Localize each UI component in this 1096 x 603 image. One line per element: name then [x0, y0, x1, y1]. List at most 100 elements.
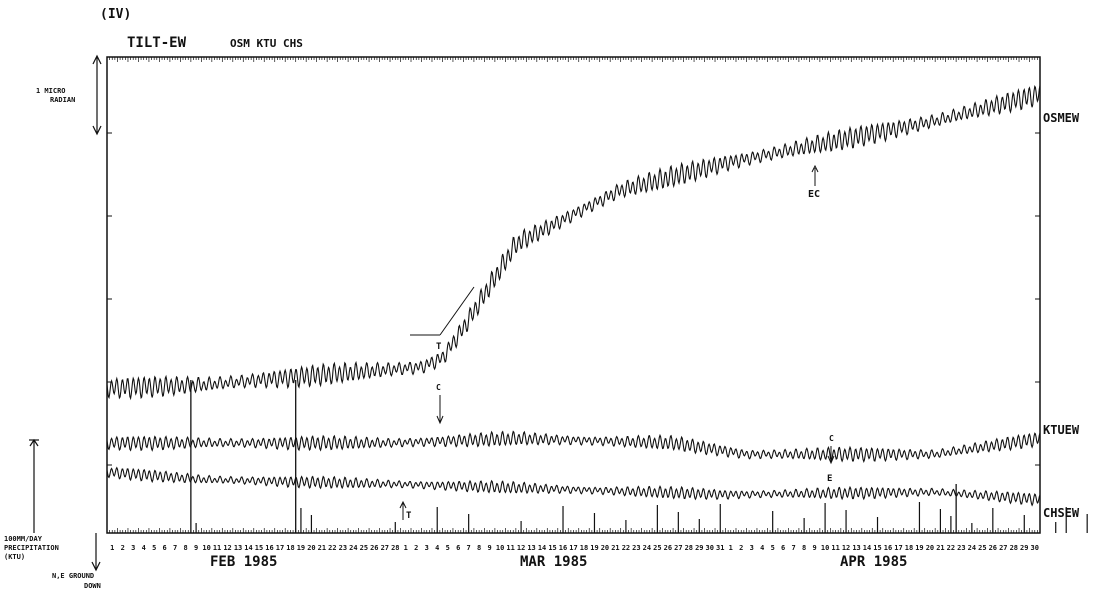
day-tick-label: 20 — [601, 544, 609, 552]
day-tick-label: 2 — [739, 544, 743, 552]
day-tick-label: 25 — [360, 544, 368, 552]
day-tick-label: 29 — [1020, 544, 1028, 552]
day-tick-label: 22 — [622, 544, 630, 552]
day-tick-label: 19 — [915, 544, 923, 552]
day-tick-label: 23 — [632, 544, 640, 552]
day-tick-label: 29 — [695, 544, 703, 552]
day-tick-label: 4 — [760, 544, 764, 552]
ground-arrow-head — [91, 561, 101, 572]
day-tick-label: 3 — [131, 544, 135, 552]
day-tick-label: 24 — [349, 544, 357, 552]
day-tick-label: 5 — [446, 544, 450, 552]
day-tick-label: 30 — [706, 544, 714, 552]
osmew-trace — [106, 84, 1041, 401]
ground-label-2: DOWN — [84, 582, 101, 590]
day-tick-label: 21 — [936, 544, 944, 552]
day-tick-label: 9 — [488, 544, 492, 552]
day-tick-label: 7 — [173, 544, 177, 552]
day-tick-label: 12 — [842, 544, 850, 552]
t-slope-line — [439, 286, 475, 336]
day-tick-label: 3 — [425, 544, 429, 552]
day-tick-label: 7 — [467, 544, 471, 552]
day-tick-label: 11 — [213, 544, 221, 552]
day-tick-label: 31 — [716, 544, 724, 552]
day-tick-label: 5 — [771, 544, 775, 552]
day-tick-label: 14 — [538, 544, 546, 552]
precip-label-2: PRECIPITATION — [4, 544, 59, 552]
day-tick-label: 12 — [223, 544, 231, 552]
day-tick-label: 24 — [643, 544, 651, 552]
annotation-c-lower: C — [829, 434, 834, 443]
day-tick-label: 17 — [894, 544, 902, 552]
precip-scale-arrow — [29, 438, 39, 447]
day-tick-label: 26 — [989, 544, 997, 552]
precip-label-1: 100MM/DAY — [4, 535, 42, 543]
month-label-mar: MAR 1985 — [520, 554, 588, 570]
day-tick-label: 6 — [781, 544, 785, 552]
day-tick-label: 2 — [414, 544, 418, 552]
scale-arrow-down — [92, 125, 102, 136]
day-tick-label: 14 — [863, 544, 871, 552]
day-tick-label: 18 — [580, 544, 588, 552]
chart-title: TILT-EW — [127, 35, 187, 51]
chsew-trace — [106, 466, 1041, 507]
day-tick-label: 20 — [307, 544, 315, 552]
day-tick-label: 19 — [297, 544, 305, 552]
day-tick-label: 3 — [750, 544, 754, 552]
annotation-ec: EC — [808, 189, 821, 200]
day-tick-label: 23 — [339, 544, 347, 552]
day-tick-label: 17 — [569, 544, 577, 552]
plot-frame — [106, 56, 1041, 534]
day-tick-label: 25 — [978, 544, 986, 552]
t-lower-arrow-head — [399, 500, 407, 509]
month-label-apr: APR 1985 — [840, 554, 908, 570]
day-tick-label: 13 — [527, 544, 535, 552]
day-tick-label: 8 — [184, 544, 188, 552]
panel-label: (IV) — [100, 7, 132, 22]
day-tick-label: 13 — [234, 544, 242, 552]
ktuew-trace — [106, 430, 1041, 464]
day-tick-label: 7 — [792, 544, 796, 552]
day-tick-label: 24 — [968, 544, 976, 552]
day-tick-label: 10 — [821, 544, 829, 552]
day-tick-label: 26 — [664, 544, 672, 552]
day-tick-label: 27 — [381, 544, 389, 552]
day-tick-label: 10 — [202, 544, 210, 552]
day-tick-label: 4 — [142, 544, 146, 552]
day-tick-label: 17 — [276, 544, 284, 552]
day-tick-label: 13 — [852, 544, 860, 552]
annotation-t-upper: T — [436, 342, 442, 352]
day-tick-label: 28 — [1010, 544, 1018, 552]
day-tick-label: 5 — [152, 544, 156, 552]
day-tick-label: 12 — [517, 544, 525, 552]
precip-label-3: (KTU) — [4, 553, 26, 561]
day-tick-label: 21 — [318, 544, 326, 552]
day-tick-label: 15 — [255, 544, 263, 552]
day-tick-label: 20 — [926, 544, 934, 552]
day-tick-label: 19 — [590, 544, 598, 552]
month-label-feb: FEB 1985 — [210, 554, 278, 570]
series-label-chsew: CHSEW — [1043, 506, 1080, 520]
day-tick-label: 2 — [121, 544, 125, 552]
day-tick-label: 1 — [110, 544, 114, 552]
annotation-c-upper: C — [436, 383, 441, 392]
day-tick-label: 16 — [559, 544, 567, 552]
day-tick-label: 10 — [496, 544, 504, 552]
day-tick-label: 11 — [831, 544, 839, 552]
day-tick-label: 22 — [947, 544, 955, 552]
annotation-t-lower: T — [406, 511, 412, 521]
day-tick-label: 28 — [391, 544, 399, 552]
day-tick-label: 16 — [265, 544, 273, 552]
day-tick-label: 26 — [370, 544, 378, 552]
day-tick-label: 16 — [884, 544, 892, 552]
day-tick-label: 28 — [685, 544, 693, 552]
day-tick-label: 18 — [905, 544, 913, 552]
day-tick-label: 8 — [802, 544, 806, 552]
annotation-e-lower: E — [827, 474, 833, 484]
stations-caption: OSM KTU CHS — [230, 37, 303, 50]
ground-label-1: N,E GROUND — [52, 572, 95, 580]
day-tick-label: 11 — [506, 544, 514, 552]
day-tick-label: 6 — [163, 544, 167, 552]
day-tick-label: 27 — [674, 544, 682, 552]
